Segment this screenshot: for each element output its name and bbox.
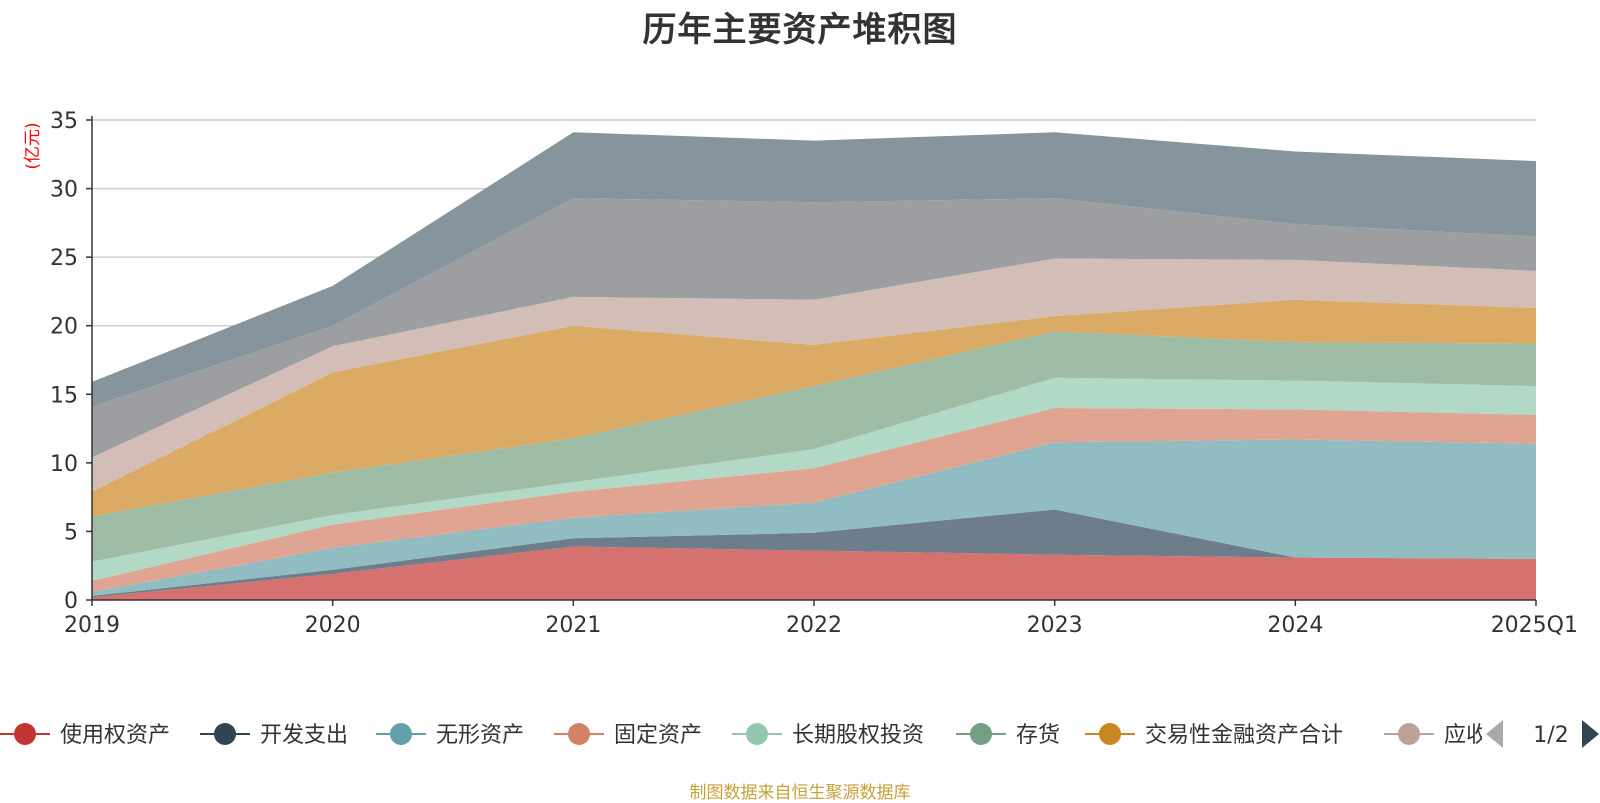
area-series-4[interactable]: [92, 377, 1536, 581]
legend-marker: [390, 723, 412, 745]
x-tick-label: 2023: [1027, 613, 1083, 638]
legend-item[interactable]: 存货: [956, 723, 1060, 748]
chart-title: 历年主要资产堆积图: [642, 10, 958, 50]
source-footer: 制图数据来自恒生聚源数据库: [689, 783, 911, 803]
legend-label: 固定资产: [614, 723, 702, 748]
area-series-3[interactable]: [92, 408, 1536, 592]
x-tick-label: 2024: [1267, 613, 1323, 638]
legend-page-indicator: 1/2: [1533, 723, 1568, 748]
legend-item[interactable]: 开发支出: [200, 723, 348, 748]
legend-item[interactable]: 长期股权投资: [732, 723, 924, 748]
y-tick-label: 10: [50, 452, 78, 477]
area-layer: [92, 132, 1536, 600]
legend-marker: [1398, 723, 1420, 745]
legend-label: 开发支出: [260, 723, 348, 748]
area-series-1[interactable]: [92, 509, 1536, 598]
x-tick-label: 2019: [64, 613, 120, 638]
area-series-8[interactable]: [92, 198, 1536, 458]
x-tick-label: 2020: [305, 613, 361, 638]
y-tick-label: 5: [64, 520, 78, 545]
legend[interactable]: 使用权资产 开发支出 无形资产 固定资产 长期股权投资 存货 交易性金融资产合计 应收 1/2: [0, 712, 1600, 758]
area-series-6[interactable]: [92, 299, 1536, 517]
legend-marker: [14, 723, 36, 745]
y-tick-label: 20: [50, 315, 78, 340]
legend-item[interactable]: 无形资产: [376, 723, 524, 748]
area-series-9[interactable]: [92, 132, 1536, 407]
legend-label: 存货: [1016, 723, 1060, 748]
x-tick-label: 2025Q1: [1491, 613, 1578, 638]
legend-marker: [970, 723, 992, 745]
legend-label: 使用权资产: [60, 723, 170, 748]
y-tick-label: 15: [50, 383, 78, 408]
axis-layer: 0 5 10 15 20 25 30 35 2019 2020 2021 2022 2023 2024 20…: [23, 109, 1578, 638]
area-series-0[interactable]: [92, 546, 1536, 601]
x-tick-label: 2022: [786, 613, 842, 638]
x-tick-label: 2021: [545, 613, 601, 638]
y-unit-label: (亿元): [23, 122, 43, 169]
area-series-2[interactable]: [92, 439, 1536, 596]
legend-item[interactable]: 固定资产: [554, 723, 702, 748]
y-tick-label: 25: [50, 246, 78, 271]
y-tick-label: 0: [64, 589, 78, 614]
legend-next-arrow-icon[interactable]: [1582, 720, 1599, 748]
legend-item[interactable]: 使用权资产: [0, 723, 170, 748]
legend-label: 长期股权投资: [792, 723, 924, 748]
legend-item[interactable]: 应收: [1384, 723, 1488, 748]
legend-item[interactable]: 交易性金融资产合计: [1085, 723, 1343, 748]
legend-label: 交易性金融资产合计: [1145, 723, 1343, 748]
legend-marker: [568, 723, 590, 745]
area-series-5[interactable]: [92, 331, 1536, 562]
area-series-7[interactable]: [92, 258, 1536, 492]
y-tick-label: 35: [50, 109, 78, 134]
legend-marker: [214, 723, 236, 745]
legend-marker: [746, 723, 768, 745]
legend-marker: [1099, 723, 1121, 745]
legend-label: 应收: [1444, 723, 1488, 748]
y-tick-label: 30: [50, 178, 78, 203]
legend-label: 无形资产: [436, 723, 524, 748]
legend-prev-arrow-icon[interactable]: [1486, 720, 1503, 748]
